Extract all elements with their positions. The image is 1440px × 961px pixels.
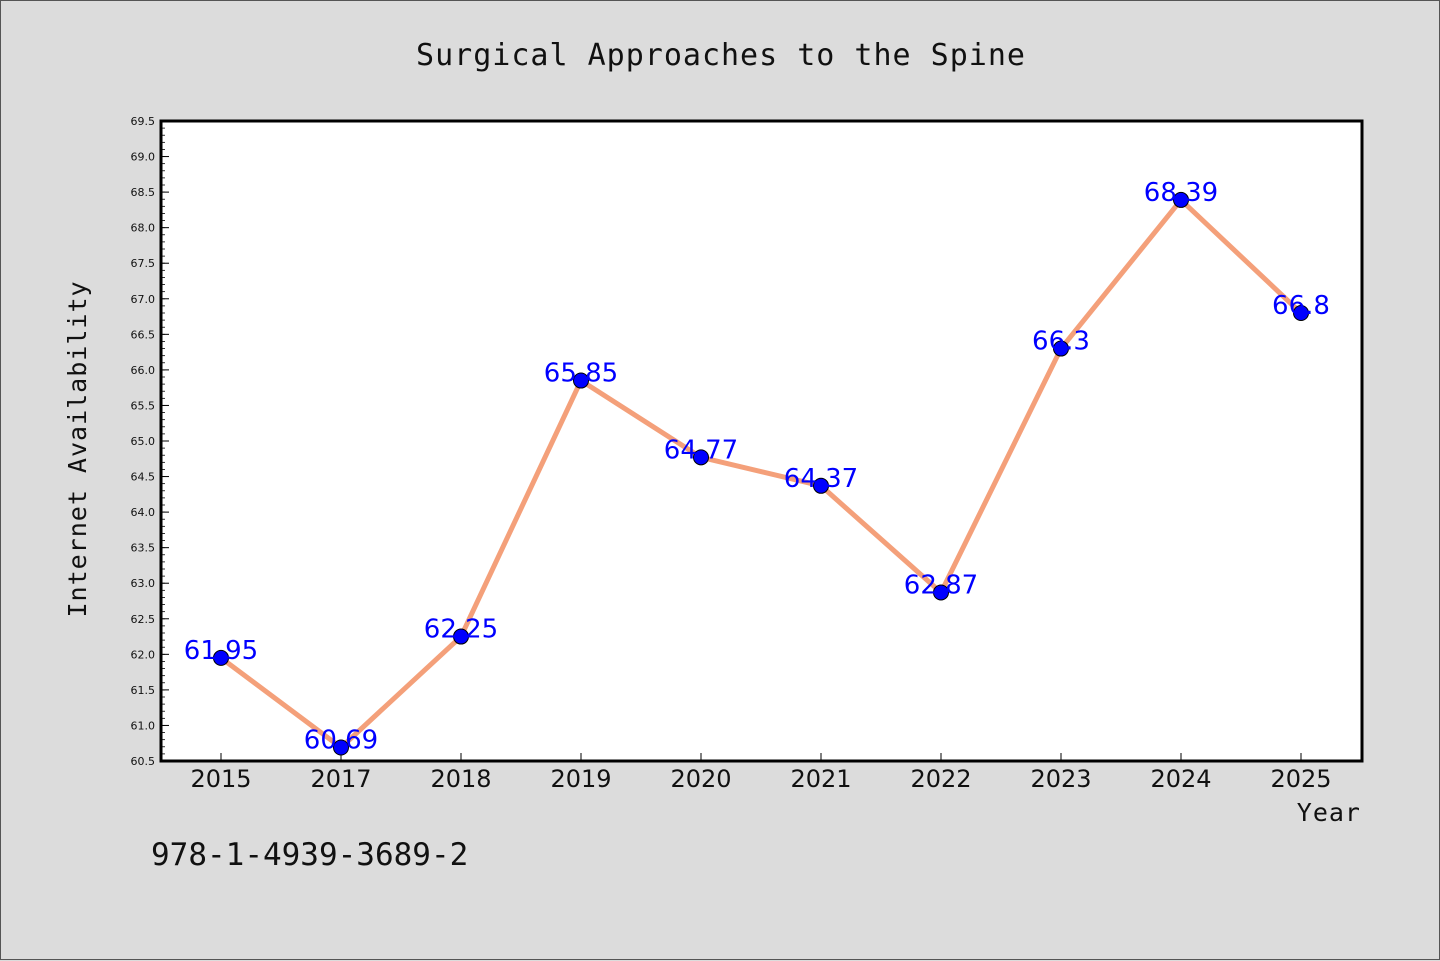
x-tick-label: 2024 xyxy=(1150,765,1211,793)
chart-title: Surgical Approaches to the Spine xyxy=(416,38,1026,73)
footer-isbn: 978-1-4939-3689-2 xyxy=(151,837,468,873)
plot-border xyxy=(159,119,1364,763)
data-label: 66.8 xyxy=(1272,291,1330,321)
data-label: 60.69 xyxy=(304,725,378,755)
y-tick-label: 68.0 xyxy=(131,222,156,235)
data-point xyxy=(573,372,589,389)
data-point xyxy=(453,628,469,645)
y-tick-label: 67.0 xyxy=(131,293,156,306)
y-tick-label: 62.0 xyxy=(131,648,156,661)
y-tick-label: 68.5 xyxy=(131,186,156,199)
data-point xyxy=(1293,305,1309,321)
x-tick-label: 2025 xyxy=(1270,765,1331,793)
data-label: 61.95 xyxy=(184,636,258,666)
data-labels: 61.95 60.69 62.25 65.85 64.77 64.37 62.87 66.3 6… xyxy=(184,178,1330,756)
data-label: 68.39 xyxy=(1144,178,1218,208)
y-tick-label: 66.0 xyxy=(131,364,156,377)
x-tick-label: 2019 xyxy=(550,765,611,793)
y-tick-label: 65.5 xyxy=(131,399,156,412)
data-point xyxy=(1173,191,1189,208)
y-tick-label: 60.5 xyxy=(131,755,156,768)
data-markers xyxy=(213,191,1309,756)
y-tick-label: 69.5 xyxy=(131,115,156,128)
data-label: 64.37 xyxy=(784,464,858,494)
y-tick-label: 65.0 xyxy=(131,435,156,448)
y-tick-label: 63.5 xyxy=(131,542,156,555)
data-point xyxy=(213,649,229,666)
x-tick-label: 2018 xyxy=(430,765,491,793)
y-tick-label: 66.5 xyxy=(131,328,156,341)
data-point xyxy=(813,477,829,494)
data-label: 64.77 xyxy=(664,435,738,465)
y-tick-label: 64.5 xyxy=(131,471,156,484)
y-axis-label: Internet Availability xyxy=(63,280,92,617)
data-point xyxy=(933,584,949,601)
x-tick-label: 2020 xyxy=(670,765,731,793)
x-axis-label: Year xyxy=(1297,798,1361,827)
data-label: 62.25 xyxy=(424,615,498,645)
series-line xyxy=(219,197,1303,750)
data-label: 66.3 xyxy=(1032,327,1090,357)
data-point xyxy=(693,449,709,466)
plot-area xyxy=(161,121,1362,761)
y-tick-label: 62.5 xyxy=(131,613,156,626)
x-tick-label: 2023 xyxy=(1030,765,1091,793)
x-tick-label: 2021 xyxy=(790,765,851,793)
y-tick-label: 63.0 xyxy=(131,577,156,590)
series-line-group xyxy=(219,197,1303,750)
y-tick-label: 61.5 xyxy=(131,684,156,697)
x-tick-label: 2022 xyxy=(910,765,971,793)
y-tick-label: 64.0 xyxy=(131,506,156,519)
y-tick-label: 67.5 xyxy=(131,257,156,270)
data-label: 62.87 xyxy=(904,570,978,600)
x-tick-label: 2015 xyxy=(190,765,251,793)
data-point xyxy=(333,739,349,756)
x-tick-label: 2017 xyxy=(310,765,371,793)
data-label: 65.85 xyxy=(544,359,618,389)
y-tick-label: 61.0 xyxy=(131,719,156,732)
data-point xyxy=(1053,340,1069,357)
y-tick-label: 69.0 xyxy=(131,151,156,164)
